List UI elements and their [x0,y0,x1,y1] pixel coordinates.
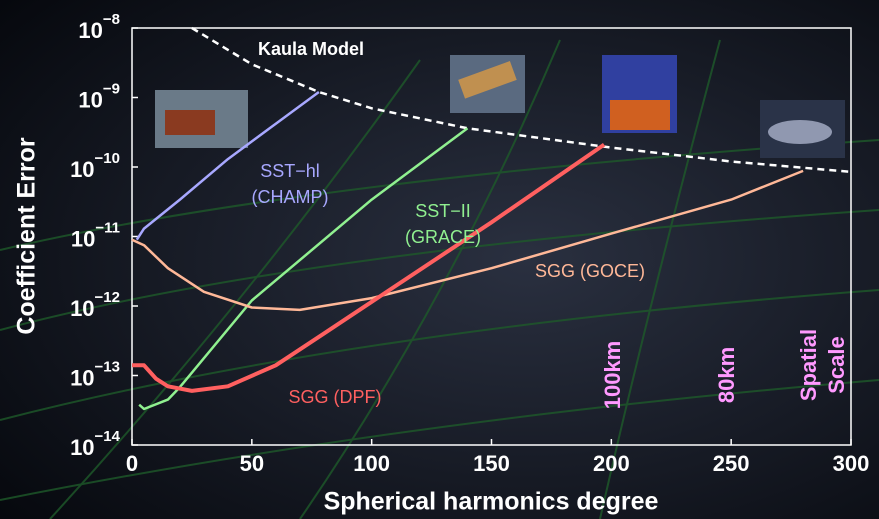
y-tick-base: 10 [78,87,102,112]
y-tick-exponent: −12 [95,289,120,306]
x-tick-label: 100 [353,451,390,476]
x-tick-label: 0 [126,451,138,476]
y-tick-exponent: −8 [103,11,120,28]
annotation: 100km [600,341,625,410]
x-tick-label: 150 [473,451,510,476]
satellite-images [155,55,845,158]
x-tick-label: 300 [833,451,870,476]
y-tick-exponent: −9 [103,80,120,97]
annotation: SST−hl [260,161,320,181]
y-tick-label: 10−9 [78,80,120,112]
y-tick-base: 10 [70,157,94,182]
y-tick-exponent: −10 [95,150,120,167]
y-tick-base: 10 [71,226,95,251]
series-line [191,26,852,174]
annotation: SGG (DPF) [289,387,382,407]
y-tick-exponent: −11 [95,219,120,236]
x-tick-label: 50 [240,451,264,476]
series-line [131,169,804,312]
y-tick-label: 10−8 [78,11,120,43]
annotation: SGG (GOCE) [535,261,645,281]
y-tick-exponent: −14 [95,428,121,445]
x-tick-label: 250 [713,451,750,476]
y-tick-label: 10−12 [70,289,120,321]
annotation: Kaula Model [258,39,364,59]
series-line [132,142,606,393]
background-grid [0,39,879,519]
y-tick-label: 10−13 [70,358,120,390]
y-tick-base: 10 [78,18,102,43]
y-axis-label: Coefficient Error [13,137,41,335]
y-tick-label: 10−11 [71,219,120,251]
y-tick-base: 10 [70,296,94,321]
annotation: (GRACE) [405,227,481,247]
x-tick-label: 200 [593,451,630,476]
series-line [135,90,320,241]
y-tick-base: 10 [70,365,94,390]
annotation: Spatial [796,329,821,401]
y-tick-base: 10 [70,435,94,460]
annotation: (CHAMP) [252,187,329,207]
annotation: 80km [714,347,739,403]
y-tick-exponent: −13 [95,358,120,375]
x-axis-label: Spherical harmonics degree [324,488,659,516]
y-tick-label: 10−10 [70,150,120,182]
annotation: SST−II [415,201,471,221]
y-tick-label: 10−14 [70,428,121,460]
annotation: Scale [824,336,849,394]
